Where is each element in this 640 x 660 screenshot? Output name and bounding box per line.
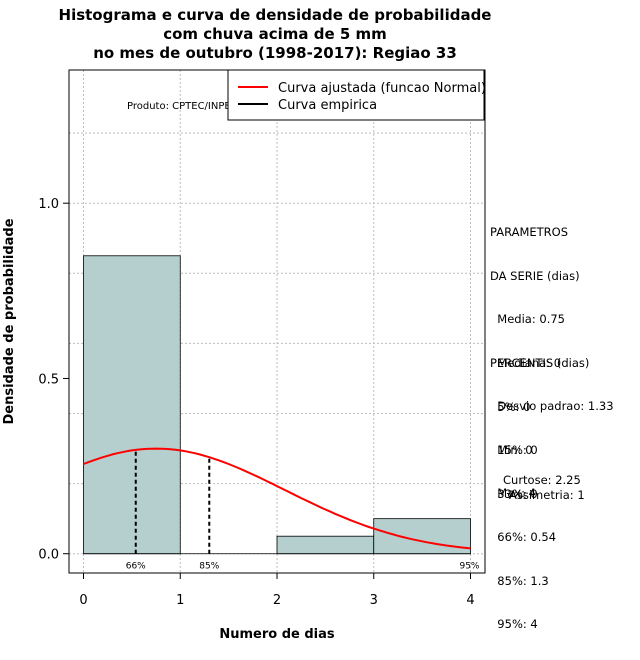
legend-box xyxy=(227,69,485,121)
percentis-block: PERCENTIS (dias) 5%: 0 15%: 0 33%: 0 66%… xyxy=(490,327,589,646)
x-axis-title: Numero de dias xyxy=(219,627,335,642)
x-tick-label: 0 xyxy=(79,593,87,608)
y-axis-title: Densidade de probabilidade xyxy=(2,218,17,424)
parametros-line: Media: 0.75 xyxy=(490,312,565,326)
x-tick-label: 4 xyxy=(466,593,474,608)
parametros-line: DA SERIE (dias) xyxy=(490,268,580,283)
histogram-bar xyxy=(83,255,181,555)
y-tick-label: 0.5 xyxy=(38,372,59,387)
legend-label-empirical: Curva empirica xyxy=(278,98,377,113)
percentis-line: 33%: 0 xyxy=(490,486,538,501)
parametros-line: Max: 4 xyxy=(490,486,536,500)
histogram-bar xyxy=(276,535,375,555)
parametros-line: Mediana: 0 xyxy=(490,355,562,370)
x-tick-label: 3 xyxy=(370,593,378,608)
y-tick-label: 1.0 xyxy=(38,197,59,212)
percentis-line: 5%: 0 xyxy=(490,399,531,414)
percentis-line: 85%: 1.3 xyxy=(490,573,549,588)
x-tick-label: 2 xyxy=(273,593,281,608)
chart-title-line-2: com chuva acima de 5 mm xyxy=(163,25,387,43)
parametros-block: PARAMETROS DA SERIE (dias) Media: 0.75 M… xyxy=(490,196,614,515)
normal-fit-curve xyxy=(83,447,471,550)
legend-label-normal: Curva ajustada (funcao Normal) xyxy=(278,81,486,96)
chart-title-line-1: Histograma e curva de densidade de proba… xyxy=(58,6,492,24)
x-tick-label: 1 xyxy=(176,593,184,608)
parametros-line: Desvio padrao: 1.33 xyxy=(490,399,614,413)
percentis-line: 66%: 0.54 xyxy=(490,530,557,544)
chart-title-line-3: no mes de outubro (1998-2017): Regiao 33 xyxy=(93,44,457,62)
parametros-line: PARAMETROS xyxy=(490,225,569,239)
curtose-label: Curtose: 2.25 xyxy=(503,473,581,487)
percentile-label: 85% xyxy=(199,562,219,572)
parametros-line: Min: 0 xyxy=(490,442,533,457)
histogram-bar xyxy=(373,518,471,555)
percentis-line: 15%: 0 xyxy=(490,443,538,457)
percentile-label: 66% xyxy=(126,562,146,572)
percentile-label: 95% xyxy=(459,562,479,572)
y-tick-label: 0.0 xyxy=(38,548,59,563)
product-label: Produto: CPTEC/INPE xyxy=(127,101,231,112)
assimetria-label: Assimetria: 1 xyxy=(509,488,585,502)
percentis-line: 95%: 4 xyxy=(490,617,538,631)
percentis-line: PERCENTIS (dias) xyxy=(490,356,590,370)
